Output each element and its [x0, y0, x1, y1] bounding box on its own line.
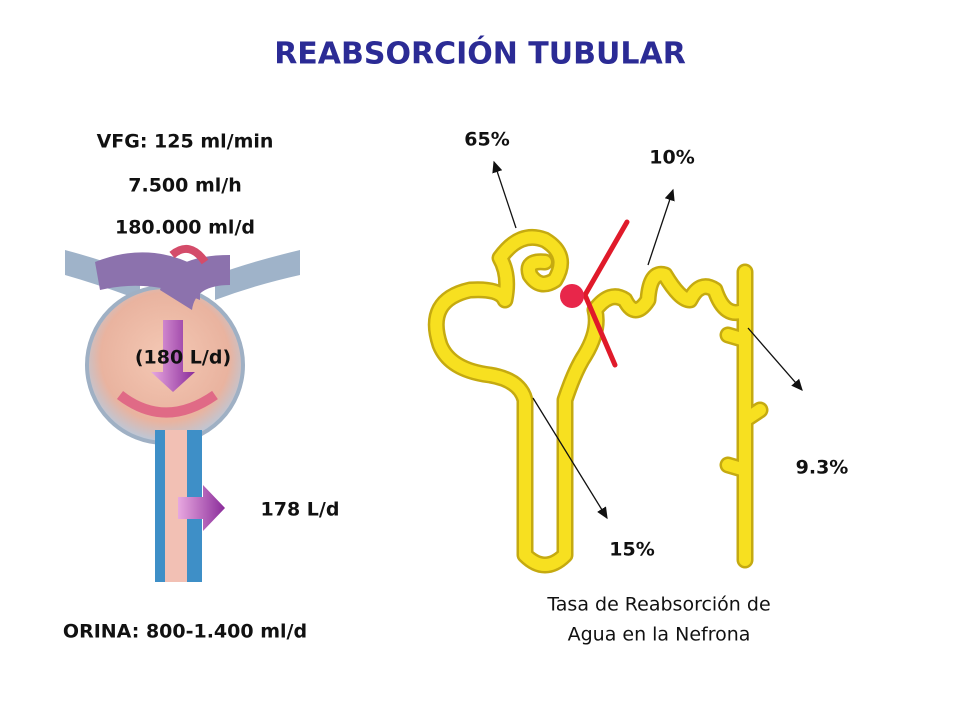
arrow: [532, 397, 608, 520]
arrow: [647, 188, 675, 266]
distal-percent: 10%: [649, 147, 694, 169]
arrow: [492, 160, 517, 229]
proximal-percent: 65%: [464, 129, 509, 151]
caption: Tasa de Reabsorción de: [546, 594, 770, 616]
urine: ORINA: 800-1.400 ml/d: [63, 621, 307, 643]
per-day: 180.000 ml/d: [115, 217, 255, 239]
caption: Agua en la Nefrona: [568, 624, 751, 646]
nephron: [436, 219, 760, 565]
reabsorbed: 178 L/d: [261, 499, 340, 521]
per-hour: 7.500 ml/h: [128, 175, 242, 197]
arrow: [747, 327, 803, 391]
glomerulus-illustration: [65, 244, 300, 582]
vfg: VFG: 125 ml/min: [97, 131, 274, 153]
collecting-percent: 9.3%: [796, 457, 849, 479]
filtered: (180 L/d): [135, 347, 231, 369]
title: REABSORCIÓN TUBULAR: [274, 35, 686, 72]
loop-percent: 15%: [609, 539, 654, 561]
